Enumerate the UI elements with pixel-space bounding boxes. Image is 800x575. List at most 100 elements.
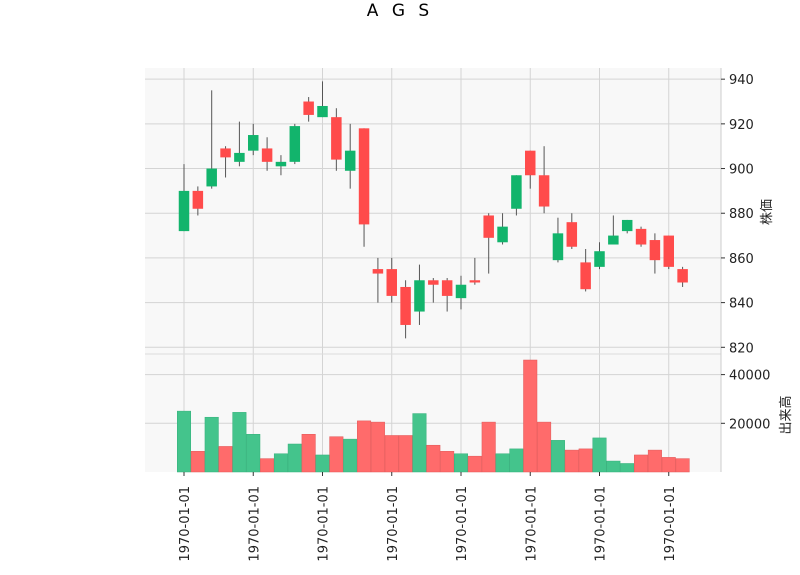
volume-bar — [343, 438, 358, 473]
candle-body — [621, 219, 633, 232]
volume-bar — [232, 412, 247, 473]
x-tick-label: 1970-01-01 — [455, 486, 470, 562]
volume-bar — [675, 458, 690, 473]
volume-bar — [177, 410, 191, 473]
candle-body — [275, 161, 287, 167]
candle-body — [206, 168, 217, 187]
price-axis-ticks: 820 840 860 880 900 920 940 — [721, 73, 754, 356]
volume-bar — [467, 455, 482, 473]
volume-bar — [315, 454, 330, 473]
candle-body — [400, 286, 411, 325]
volume-bar — [246, 434, 261, 473]
candle-body — [248, 135, 259, 151]
volume-bar — [190, 451, 205, 473]
candle-body — [372, 269, 384, 274]
candle-body — [497, 226, 508, 243]
x-tick-label: 1970-01-01 — [386, 486, 401, 562]
volume-bar — [606, 460, 621, 473]
candle-body — [220, 148, 231, 158]
candle-body — [234, 152, 245, 162]
volume-tick-label: 20000 — [729, 417, 770, 432]
volume-bar — [287, 443, 302, 473]
volume-bar — [398, 435, 413, 473]
volume-bar — [440, 451, 455, 473]
candle-body — [552, 233, 564, 261]
volume-bar — [620, 463, 635, 473]
candle-body — [525, 150, 536, 176]
price-tick-label: 940 — [729, 73, 754, 88]
candle-body — [580, 262, 591, 290]
volume-bar — [537, 421, 552, 473]
x-tick-label: 1970-01-01 — [178, 486, 193, 562]
volume-bar — [495, 453, 510, 473]
x-tick-label: 1970-01-01 — [317, 486, 332, 562]
candle-body — [261, 148, 273, 162]
volume-bar — [647, 449, 662, 473]
candle-body — [386, 269, 397, 296]
volume-bar — [384, 435, 399, 473]
volume-tick-label: 40000 — [729, 369, 770, 384]
x-axis-ticks: 1970-01-01 1970-01-01 1970-01-01 1970-01-01… — [178, 472, 678, 562]
price-tick-label: 900 — [729, 163, 754, 178]
volume-bar — [634, 454, 649, 473]
price-tick-label: 880 — [729, 207, 754, 222]
candle-body — [566, 222, 578, 247]
candle-body — [317, 105, 328, 118]
volume-bar — [273, 453, 288, 473]
candle-body — [192, 190, 204, 209]
candle-body — [538, 175, 550, 207]
volume-axis-label: 出来高 — [778, 395, 794, 434]
candle-body — [594, 251, 605, 267]
candle-body — [178, 190, 190, 232]
volume-bar — [218, 446, 233, 473]
volume-bar — [550, 440, 565, 473]
volume-bar — [481, 421, 496, 473]
candlesticks — [178, 81, 688, 339]
candle-body — [511, 175, 522, 209]
volume-bar — [357, 420, 372, 473]
volume-bar — [523, 359, 538, 473]
candle-body — [469, 280, 481, 283]
volume-bar — [564, 449, 579, 473]
volume-bar — [661, 457, 676, 473]
volume-bar — [329, 436, 344, 473]
volume-bar — [412, 413, 427, 473]
candle-body — [441, 280, 453, 296]
x-tick-label: 1970-01-01 — [247, 486, 262, 562]
volume-bar — [592, 437, 607, 473]
candle-body — [663, 235, 674, 267]
price-panel-background — [145, 68, 721, 354]
candle-body — [344, 150, 356, 171]
x-tick-label: 1970-01-01 — [524, 486, 539, 562]
x-tick-label: 1970-01-01 — [594, 486, 609, 562]
candle-body — [331, 117, 342, 160]
candle-body — [483, 215, 494, 238]
chart-title: A G S — [367, 1, 433, 21]
candle-body — [455, 284, 467, 299]
volume-bar — [260, 458, 275, 473]
price-tick-label: 820 — [729, 341, 754, 356]
volume-bar — [454, 453, 468, 473]
candle-body — [649, 240, 661, 261]
volume-bar — [370, 421, 385, 473]
candle-body — [303, 101, 314, 115]
candle-body — [608, 235, 619, 245]
candle-body — [358, 128, 370, 225]
candle-body — [414, 280, 425, 312]
candle-body — [289, 126, 301, 162]
volume-bar — [204, 416, 219, 473]
candle-body — [428, 280, 439, 285]
price-axis-label: 株価 — [760, 199, 775, 225]
price-tick-label: 860 — [729, 252, 754, 267]
volume-bar — [426, 444, 441, 473]
x-tick-label: 1970-01-01 — [663, 486, 678, 562]
volume-bar — [509, 448, 524, 473]
price-tick-label: 920 — [729, 118, 754, 133]
candle-body — [677, 269, 688, 283]
candle-body — [635, 228, 647, 245]
volume-bar — [578, 448, 593, 473]
price-tick-label: 840 — [729, 297, 754, 312]
volume-bar — [301, 434, 316, 473]
volume-axis-ticks: 20000 40000 — [721, 369, 770, 432]
